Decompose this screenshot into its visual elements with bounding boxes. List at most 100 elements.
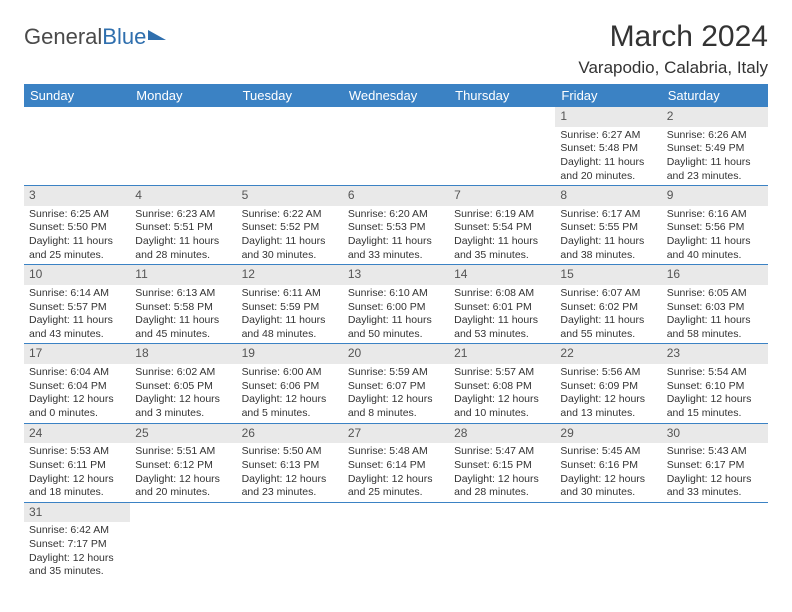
day-number: 2 [662,107,768,127]
sunset-line: Sunset: 6:08 PM [454,380,550,394]
day-data: Sunrise: 6:19 AMSunset: 5:54 PMDaylight:… [449,206,555,265]
sunset-line: Sunset: 5:50 PM [29,221,125,235]
calendar-cell [343,502,449,581]
page-header: GeneralBlue March 2024 Varapodio, Calabr… [24,20,768,78]
sunset-line: Sunset: 5:58 PM [135,301,231,315]
sunset-line: Sunset: 6:00 PM [348,301,444,315]
calendar-cell: 30Sunrise: 5:43 AMSunset: 6:17 PMDayligh… [662,423,768,502]
sunset-line: Sunset: 6:15 PM [454,459,550,473]
day-number: 30 [662,424,768,444]
day-number: 5 [237,186,343,206]
day-data: Sunrise: 5:53 AMSunset: 6:11 PMDaylight:… [24,443,130,502]
daylight-line: Daylight: 12 hours and 8 minutes. [348,393,444,420]
day-number: 20 [343,344,449,364]
sunset-line: Sunset: 7:17 PM [29,538,125,552]
calendar-cell: 29Sunrise: 5:45 AMSunset: 6:16 PMDayligh… [555,423,661,502]
day-data: Sunrise: 6:23 AMSunset: 5:51 PMDaylight:… [130,206,236,265]
day-number: 12 [237,265,343,285]
sunrise-line: Sunrise: 6:23 AM [135,208,231,222]
sunrise-line: Sunrise: 5:50 AM [242,445,338,459]
sunrise-line: Sunrise: 6:08 AM [454,287,550,301]
day-data: Sunrise: 5:47 AMSunset: 6:15 PMDaylight:… [449,443,555,502]
daylight-line: Daylight: 12 hours and 35 minutes. [29,552,125,579]
day-number: 22 [555,344,661,364]
calendar-cell: 8Sunrise: 6:17 AMSunset: 5:55 PMDaylight… [555,186,661,265]
day-data: Sunrise: 6:42 AMSunset: 7:17 PMDaylight:… [24,522,130,581]
calendar-cell: 6Sunrise: 6:20 AMSunset: 5:53 PMDaylight… [343,186,449,265]
daylight-line: Daylight: 11 hours and 35 minutes. [454,235,550,262]
sunrise-line: Sunrise: 6:16 AM [667,208,763,222]
sunset-line: Sunset: 6:16 PM [560,459,656,473]
calendar-cell: 19Sunrise: 6:00 AMSunset: 6:06 PMDayligh… [237,344,343,423]
day-number: 16 [662,265,768,285]
calendar-cell [237,502,343,581]
calendar-cell: 21Sunrise: 5:57 AMSunset: 6:08 PMDayligh… [449,344,555,423]
sunrise-line: Sunrise: 6:27 AM [560,129,656,143]
day-data: Sunrise: 6:04 AMSunset: 6:04 PMDaylight:… [24,364,130,423]
day-data: Sunrise: 6:13 AMSunset: 5:58 PMDaylight:… [130,285,236,344]
sunset-line: Sunset: 6:10 PM [667,380,763,394]
calendar-cell [343,107,449,186]
day-number: 14 [449,265,555,285]
sunrise-line: Sunrise: 5:59 AM [348,366,444,380]
daylight-line: Daylight: 11 hours and 33 minutes. [348,235,444,262]
daylight-line: Daylight: 12 hours and 30 minutes. [560,473,656,500]
col-wednesday: Wednesday [343,84,449,107]
calendar-cell: 14Sunrise: 6:08 AMSunset: 6:01 PMDayligh… [449,265,555,344]
day-number: 26 [237,424,343,444]
col-saturday: Saturday [662,84,768,107]
day-data: Sunrise: 6:26 AMSunset: 5:49 PMDaylight:… [662,127,768,186]
day-data: Sunrise: 5:59 AMSunset: 6:07 PMDaylight:… [343,364,449,423]
title-block: March 2024 Varapodio, Calabria, Italy [578,20,768,78]
calendar-cell [449,107,555,186]
sunrise-line: Sunrise: 5:57 AM [454,366,550,380]
logo-text-1: General [24,24,102,50]
sunset-line: Sunset: 6:05 PM [135,380,231,394]
daylight-line: Daylight: 11 hours and 23 minutes. [667,156,763,183]
logo-text-2: Blue [102,24,146,50]
sunset-line: Sunset: 5:54 PM [454,221,550,235]
sunrise-line: Sunrise: 6:13 AM [135,287,231,301]
calendar-cell: 18Sunrise: 6:02 AMSunset: 6:05 PMDayligh… [130,344,236,423]
header-row: Sunday Monday Tuesday Wednesday Thursday… [24,84,768,107]
day-data: Sunrise: 6:02 AMSunset: 6:05 PMDaylight:… [130,364,236,423]
daylight-line: Daylight: 11 hours and 40 minutes. [667,235,763,262]
daylight-line: Daylight: 12 hours and 23 minutes. [242,473,338,500]
day-data: Sunrise: 5:45 AMSunset: 6:16 PMDaylight:… [555,443,661,502]
sunset-line: Sunset: 6:02 PM [560,301,656,315]
sunrise-line: Sunrise: 6:02 AM [135,366,231,380]
sunrise-line: Sunrise: 5:51 AM [135,445,231,459]
day-data: Sunrise: 5:48 AMSunset: 6:14 PMDaylight:… [343,443,449,502]
day-number: 23 [662,344,768,364]
day-number: 9 [662,186,768,206]
sunrise-line: Sunrise: 6:22 AM [242,208,338,222]
calendar-cell: 10Sunrise: 6:14 AMSunset: 5:57 PMDayligh… [24,265,130,344]
day-number: 3 [24,186,130,206]
day-number: 1 [555,107,661,127]
sunrise-line: Sunrise: 6:14 AM [29,287,125,301]
calendar-cell: 26Sunrise: 5:50 AMSunset: 6:13 PMDayligh… [237,423,343,502]
daylight-line: Daylight: 11 hours and 20 minutes. [560,156,656,183]
sunset-line: Sunset: 6:09 PM [560,380,656,394]
day-number: 13 [343,265,449,285]
calendar-cell: 31Sunrise: 6:42 AMSunset: 7:17 PMDayligh… [24,502,130,581]
daylight-line: Daylight: 12 hours and 28 minutes. [454,473,550,500]
daylight-line: Daylight: 11 hours and 25 minutes. [29,235,125,262]
daylight-line: Daylight: 12 hours and 13 minutes. [560,393,656,420]
calendar-cell: 16Sunrise: 6:05 AMSunset: 6:03 PMDayligh… [662,265,768,344]
day-number: 6 [343,186,449,206]
calendar-cell: 1Sunrise: 6:27 AMSunset: 5:48 PMDaylight… [555,107,661,186]
sunrise-line: Sunrise: 6:05 AM [667,287,763,301]
sunrise-line: Sunrise: 6:04 AM [29,366,125,380]
col-sunday: Sunday [24,84,130,107]
daylight-line: Daylight: 12 hours and 25 minutes. [348,473,444,500]
sunrise-line: Sunrise: 5:54 AM [667,366,763,380]
day-data: Sunrise: 5:43 AMSunset: 6:17 PMDaylight:… [662,443,768,502]
daylight-line: Daylight: 11 hours and 28 minutes. [135,235,231,262]
daylight-line: Daylight: 11 hours and 43 minutes. [29,314,125,341]
calendar-cell: 28Sunrise: 5:47 AMSunset: 6:15 PMDayligh… [449,423,555,502]
calendar-cell: 2Sunrise: 6:26 AMSunset: 5:49 PMDaylight… [662,107,768,186]
sunset-line: Sunset: 5:55 PM [560,221,656,235]
day-data: Sunrise: 5:56 AMSunset: 6:09 PMDaylight:… [555,364,661,423]
day-number: 29 [555,424,661,444]
